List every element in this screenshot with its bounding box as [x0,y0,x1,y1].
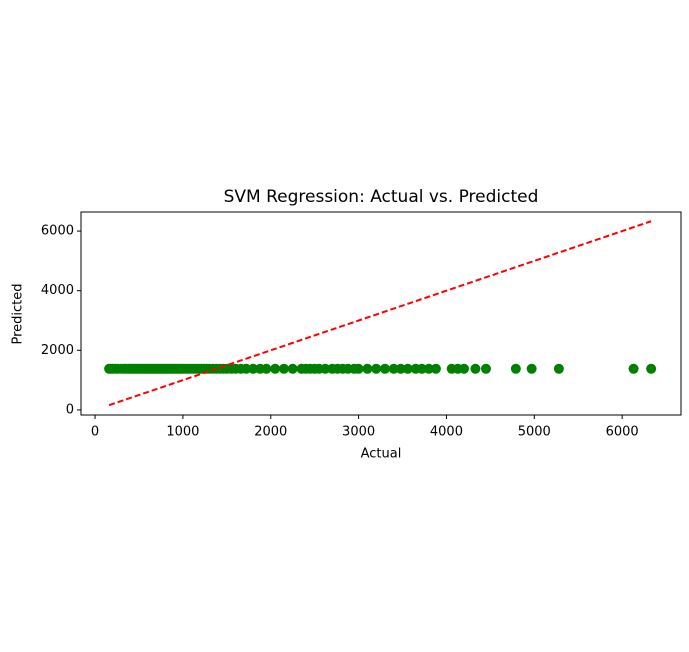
point [261,363,272,374]
point [423,363,434,374]
point [241,363,252,374]
point [416,363,427,374]
x-tick-label: 3000 [342,425,375,440]
point [553,363,564,374]
plot-frame [80,211,682,416]
x-tick-label: 0 [91,425,99,440]
y-tick-label: 2000 [41,343,74,358]
point [371,363,382,374]
point [320,363,331,374]
y-tick-label: 0 [66,402,74,417]
y-tick-label: 4000 [41,283,74,298]
point [395,363,406,374]
point [379,363,390,374]
point [470,363,481,374]
point [362,363,373,374]
y-axis-label: Predicted [11,283,26,344]
point [278,363,289,374]
point [402,363,413,374]
point [287,363,298,374]
x-tick-label: 5000 [518,425,551,440]
point [510,363,521,374]
point [430,363,441,374]
x-tick-label: 4000 [430,425,463,440]
point [628,363,639,374]
x-axis-label: Actual [361,447,402,462]
point [248,363,259,374]
point [459,363,470,374]
point [270,363,281,374]
x-tick-label: 2000 [254,425,287,440]
x-tick-label: 1000 [166,425,199,440]
reference-line [108,220,652,407]
x-tick-label: 6000 [606,425,639,440]
point [526,363,537,374]
y-tick-label: 6000 [41,224,74,239]
point [388,363,399,374]
point [353,363,364,374]
point [646,363,657,374]
chart-title: SVM Regression: Actual vs. Predicted [224,187,539,207]
point [480,363,491,374]
